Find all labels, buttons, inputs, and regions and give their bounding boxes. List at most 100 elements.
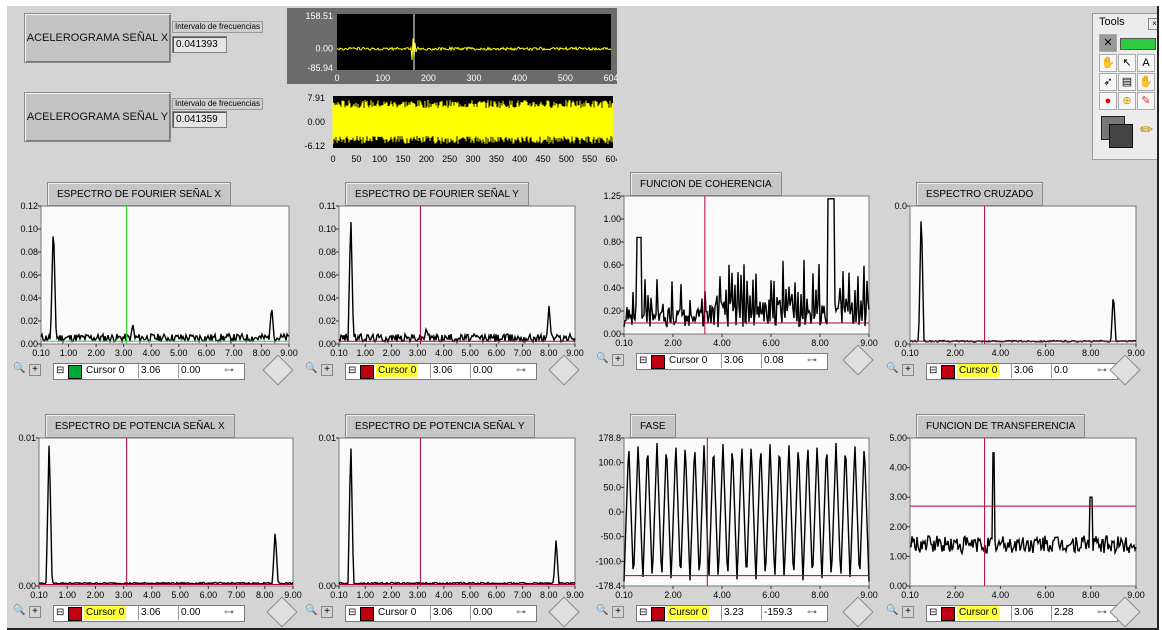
cursor-legend[interactable]: ⊟ Cursor 0 3.06 0.0 ⊶ bbox=[926, 363, 1118, 380]
cursor-color-swatch-icon[interactable] bbox=[360, 365, 374, 379]
graph-1[interactable]: 0.110.100.080.060.040.020.000.10 1.00 2.00… bbox=[299, 202, 587, 374]
graph-5[interactable]: 0.01 0.000.10 1.00 2.00 3.00 4.00 5.00 6.00 7.00… bbox=[299, 434, 587, 616]
cursor-color-swatch-icon[interactable] bbox=[68, 365, 82, 379]
cursor-color-swatch-icon[interactable] bbox=[651, 607, 665, 621]
cursor-legend[interactable]: ⊟ Cursor 0 3.06 2.28 ⊶ bbox=[926, 605, 1118, 622]
cursor-lock-icon[interactable]: ⊶ bbox=[807, 607, 817, 618]
wire-tool-icon[interactable]: ➶ bbox=[1099, 73, 1117, 91]
graph-2[interactable]: 1.25 1.00 0.80 0.60 0.40 0.20 0.000.10 2.00 4.00… bbox=[590, 192, 881, 364]
cursor-x-value[interactable]: 3.06 bbox=[721, 354, 760, 368]
cursor-name[interactable]: Cursor 0 bbox=[669, 355, 708, 366]
cursor-x-value[interactable]: 3.23 bbox=[721, 606, 760, 620]
cursor-x-value[interactable]: 3.06 bbox=[430, 606, 469, 620]
cursor-color-swatch-icon[interactable] bbox=[68, 607, 82, 621]
coloring-brush-icon[interactable]: ✏ bbox=[1140, 122, 1154, 139]
cursor-y-value[interactable]: 2.28 bbox=[1051, 606, 1090, 620]
cursor-legend[interactable]: ⊟ Cursor 0 3.23 -159.3 ⊶ bbox=[636, 605, 828, 622]
freq-value-y[interactable]: 0.041359 bbox=[172, 111, 227, 128]
cursor-lock-icon[interactable]: ⊶ bbox=[516, 365, 526, 376]
zoom-tool-icon[interactable]: 🔍 bbox=[596, 353, 609, 364]
cursor-y-value[interactable]: -159.3 bbox=[761, 606, 800, 620]
zoom-tool-icon[interactable]: 🔍 bbox=[886, 605, 899, 616]
cursor-expand-icon[interactable]: ⊟ bbox=[56, 365, 65, 376]
pan-plus-icon[interactable]: + bbox=[612, 354, 624, 366]
cursor-expand-icon[interactable]: ⊟ bbox=[348, 365, 357, 376]
zoom-tool-icon[interactable]: 🔍 bbox=[13, 605, 26, 616]
pan-plus-icon[interactable]: + bbox=[29, 606, 41, 618]
cursor-x-value[interactable]: 3.06 bbox=[1011, 606, 1050, 620]
cursor-lock-icon[interactable]: ⊶ bbox=[224, 607, 234, 618]
graph-3[interactable]: 0.00.00.10 2.00 4.00 6.00 8.00 9.00 bbox=[880, 202, 1148, 374]
zoom-tool-icon[interactable]: 🔍 bbox=[886, 363, 899, 374]
graph-0[interactable]: 0.120.100.080.060.040.020.000.10 1.00 2.00… bbox=[7, 202, 301, 374]
cursor-x-value[interactable]: 3.06 bbox=[430, 364, 469, 378]
pan-plus-icon[interactable]: + bbox=[902, 364, 914, 376]
cursor-expand-icon[interactable]: ⊟ bbox=[639, 607, 648, 618]
cursor-expand-icon[interactable]: ⊟ bbox=[348, 607, 357, 618]
position-arrow-icon[interactable]: ↖ bbox=[1118, 54, 1136, 72]
cursor-name[interactable]: Cursor 0 bbox=[667, 606, 710, 620]
cursor-color-swatch-icon[interactable] bbox=[941, 365, 955, 379]
text-tool-icon[interactable]: A bbox=[1137, 54, 1155, 72]
cursor-lock-icon[interactable]: ⊶ bbox=[224, 365, 234, 376]
color-copy-icon[interactable]: ✎ bbox=[1137, 92, 1155, 110]
cursor-expand-icon[interactable]: ⊟ bbox=[929, 365, 938, 376]
cursor-name[interactable]: Cursor 0 bbox=[378, 607, 417, 618]
cursor-expand-icon[interactable]: ⊟ bbox=[929, 607, 938, 618]
acelerograma-x-button[interactable]: ACELEROGRAMA SEÑAL X bbox=[24, 13, 171, 63]
cursor-name[interactable]: Cursor 0 bbox=[957, 606, 1000, 620]
cursor-color-swatch-icon[interactable] bbox=[651, 355, 665, 369]
cursor-expand-icon[interactable]: ⊟ bbox=[639, 355, 648, 366]
acelerograma-y-button[interactable]: ACELEROGRAMA SEÑAL Y bbox=[24, 92, 171, 142]
cursor-name[interactable]: Cursor 0 bbox=[86, 365, 125, 376]
pan-plus-icon[interactable]: + bbox=[321, 606, 333, 618]
cursor-x-value[interactable]: 3.06 bbox=[1011, 364, 1050, 378]
cursor-name[interactable]: Cursor 0 bbox=[376, 364, 419, 378]
tools-palette[interactable]: Tools × ✕ ✋ ↖ A ➶ ▤ ✋ ● ⊕ ✎ ✏ bbox=[1092, 13, 1157, 160]
cursor-lock-icon[interactable]: ⊶ bbox=[1097, 607, 1107, 618]
cursor-lock-icon[interactable]: ⊶ bbox=[516, 607, 526, 618]
graph-7[interactable]: 5.00 4.00 3.00 2.00 1.00 0.000.10 2.00 4.00 6.00… bbox=[880, 434, 1148, 616]
pan-plus-icon[interactable]: + bbox=[902, 606, 914, 618]
shortcut-menu-icon[interactable]: ▤ bbox=[1118, 73, 1136, 91]
cursor-color-swatch-icon[interactable] bbox=[360, 607, 374, 621]
zoom-tool-icon[interactable]: 🔍 bbox=[305, 363, 318, 374]
zoom-tool-icon[interactable]: 🔍 bbox=[13, 363, 26, 374]
probe-icon[interactable]: ⊕ bbox=[1118, 92, 1136, 110]
pan-plus-icon[interactable]: + bbox=[29, 364, 41, 376]
cursor-lock-icon[interactable]: ⊶ bbox=[807, 355, 817, 366]
zoom-tool-icon[interactable]: 🔍 bbox=[305, 605, 318, 616]
cursor-y-value[interactable]: 0.0 bbox=[1051, 364, 1090, 378]
cursor-legend[interactable]: ⊟ Cursor 0 3.06 0.00 ⊶ bbox=[345, 363, 537, 380]
graph-6[interactable]: 178.8 100.0 50.0 0.0 -50.0 -100.0 -178.40.10 2.… bbox=[590, 434, 881, 616]
breakpoint-icon[interactable]: ● bbox=[1099, 92, 1117, 110]
cursor-expand-icon[interactable]: ⊟ bbox=[56, 607, 65, 618]
scroll-hand-icon[interactable]: ✋ bbox=[1137, 73, 1155, 91]
cursor-y-value[interactable]: 0.00 bbox=[470, 364, 509, 378]
cursor-x-value[interactable]: 3.06 bbox=[138, 606, 177, 620]
cursor-y-value[interactable]: 0.00 bbox=[178, 364, 217, 378]
zoom-tool-icon[interactable]: 🔍 bbox=[596, 605, 609, 616]
color-front-icon[interactable] bbox=[1109, 124, 1133, 148]
cursor-name[interactable]: Cursor 0 bbox=[84, 606, 127, 620]
cursor-legend[interactable]: ⊟ Cursor 0 3.06 0.00 ⊶ bbox=[53, 363, 245, 380]
pan-plus-icon[interactable]: + bbox=[321, 364, 333, 376]
cursor-x-value[interactable]: 3.06 bbox=[138, 364, 177, 378]
freq-value-x[interactable]: 0.041393 bbox=[172, 36, 227, 53]
pan-plus-icon[interactable]: + bbox=[612, 606, 624, 618]
operate-hand-icon[interactable]: ✋ bbox=[1099, 54, 1117, 72]
cursor-y-value[interactable]: 0.00 bbox=[470, 606, 509, 620]
waveform-x-graph[interactable]: 158.51 0.00 -85.940 100 200 300 400 500 604 bbox=[287, 8, 617, 84]
auto-tool-icon[interactable]: ✕ bbox=[1099, 34, 1117, 52]
cursor-name[interactable]: Cursor 0 bbox=[957, 364, 1000, 378]
cursor-y-value[interactable]: 0.00 bbox=[178, 606, 217, 620]
cursor-legend[interactable]: ⊟ Cursor 0 3.06 0.08 ⊶ bbox=[636, 353, 828, 370]
cursor-y-value[interactable]: 0.08 bbox=[761, 354, 800, 368]
cursor-color-swatch-icon[interactable] bbox=[941, 607, 955, 621]
waveform-y-graph[interactable]: 7.91 0.00 -6.12 0 50 100 150 200 250 300 350 400 450… bbox=[287, 88, 617, 168]
graph-4[interactable]: 0.01 0.000.10 1.00 2.00 3.00 4.00 5.00 6.00 7.00… bbox=[7, 434, 305, 616]
cursor-legend[interactable]: ⊟ Cursor 0 3.06 0.00 ⊶ bbox=[53, 605, 245, 622]
palette-close-icon[interactable]: × bbox=[1148, 18, 1157, 30]
cursor-lock-icon[interactable]: ⊶ bbox=[1097, 365, 1107, 376]
cursor-legend[interactable]: ⊟ Cursor 0 3.06 0.00 ⊶ bbox=[345, 605, 537, 622]
